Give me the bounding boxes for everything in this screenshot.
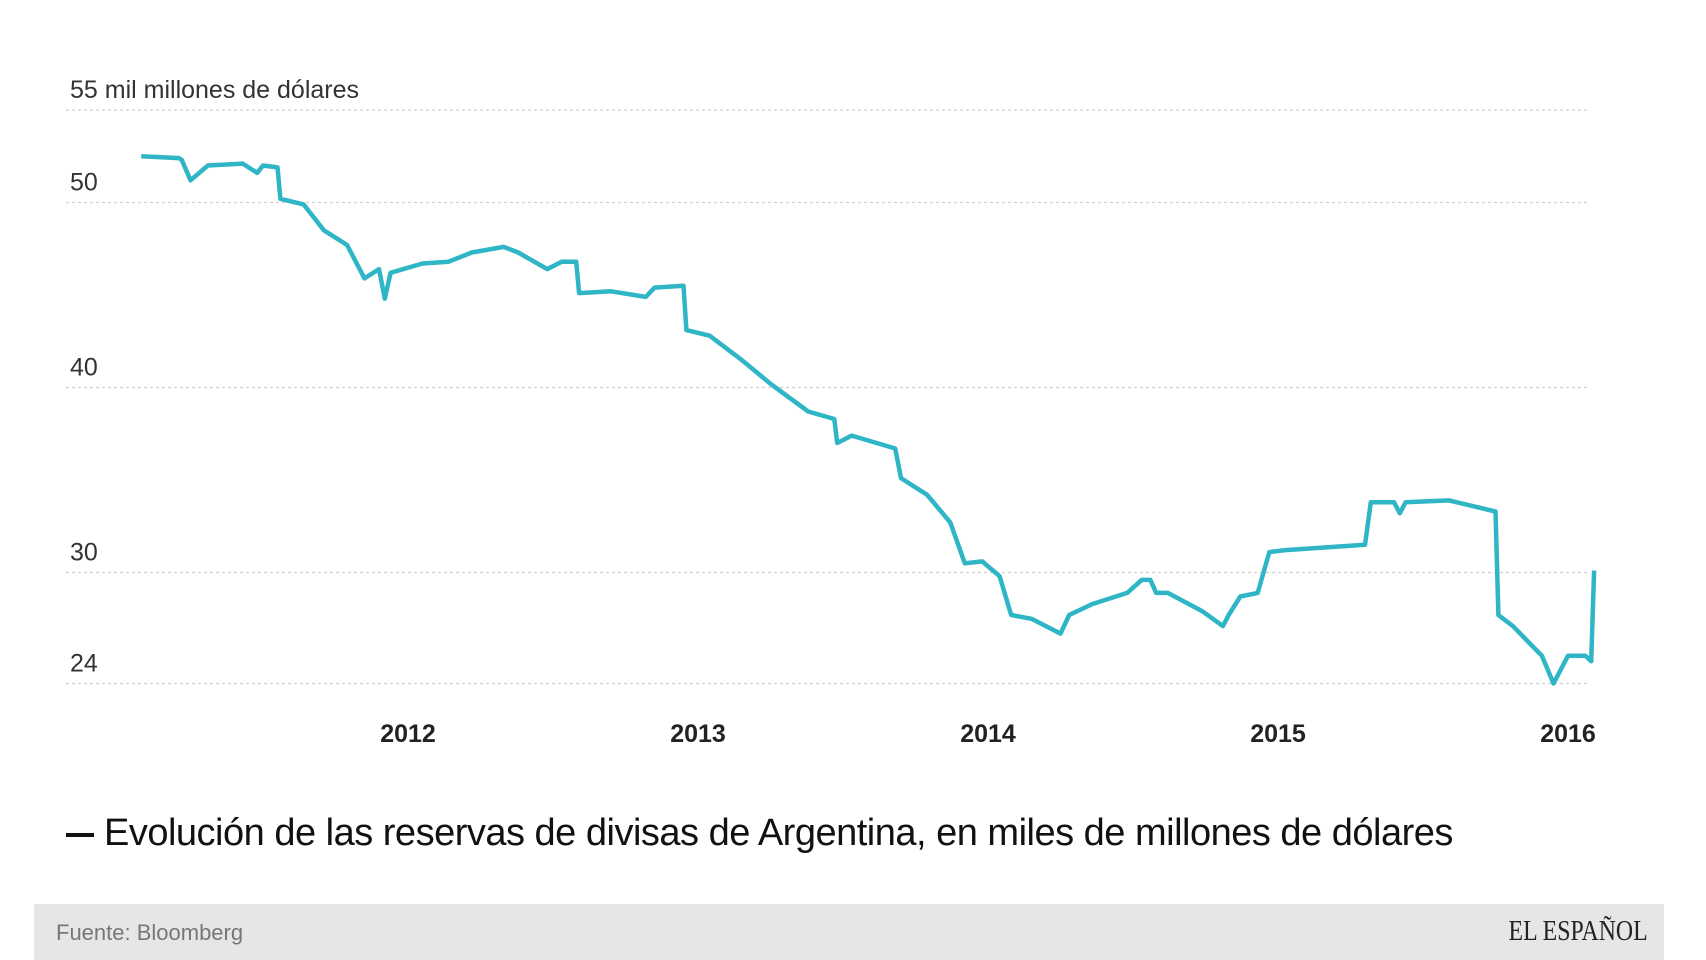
gridlines <box>66 109 1590 685</box>
x-axis-ticks: 2012 2013 2014 2015 2016 <box>380 720 1596 748</box>
y-axis-ticks: 55 mil millones de dólares 50 40 30 24 <box>70 76 359 678</box>
x-tick-label: 2014 <box>960 720 1016 748</box>
legend-dash-icon <box>66 832 94 837</box>
el-espanol-logo: EL ESPAÑOL <box>1508 916 1648 947</box>
x-tick-label: 2015 <box>1250 720 1306 748</box>
y-tick-label: 30 <box>70 539 98 567</box>
y-tick-label: 50 <box>70 169 98 197</box>
chart-title-text: Evolución de las reservas de divisas de … <box>104 812 1453 854</box>
source-text: Fuente: Bloomberg <box>56 920 244 945</box>
y-tick-label: 24 <box>70 650 98 678</box>
x-tick-label: 2013 <box>670 720 726 748</box>
reserves-series-line <box>141 154 1597 686</box>
chart-title: Evolución de las reservas de divisas de … <box>66 812 1453 855</box>
x-tick-label: 2016 <box>1540 720 1596 748</box>
footer-bar: Fuente: Bloomberg EL ESPAÑOL <box>34 904 1664 960</box>
y-tick-label: 40 <box>70 354 98 382</box>
x-tick-label: 2012 <box>380 720 436 748</box>
y-tick-label: 55 mil millones de dólares <box>70 76 359 104</box>
